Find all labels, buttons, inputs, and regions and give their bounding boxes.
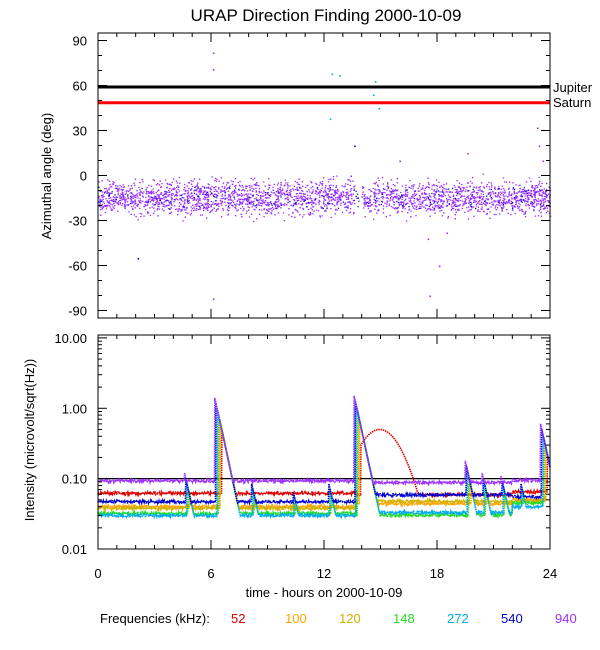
intensity-ticks: 10.00 1.00 0.10 0.01 (54, 331, 551, 557)
legend-item-272: 272 (447, 611, 469, 626)
azimuth-band-points (98, 173, 552, 223)
azimuth-outlier-point (427, 238, 430, 241)
azimuth-outlier-point (374, 81, 377, 83)
azimuth-ylabel: Azimuthal angle (deg) (39, 113, 54, 239)
azimuth-outlier-point (538, 145, 541, 148)
azimuth-outlier-point (329, 118, 332, 121)
x-tick-label: 24 (543, 566, 557, 581)
legend-item-540: 540 (501, 611, 523, 626)
azimuth-tick-label: 60 (73, 79, 87, 94)
intensity-tick-label: 10.00 (54, 331, 87, 346)
intensity-tick-label: 1.00 (62, 401, 87, 416)
azimuth-outlier-point (378, 108, 381, 110)
azimuth-outlier-point (536, 127, 539, 130)
azimuth-outlier-point (354, 145, 356, 148)
jupiter-label: Jupiter (553, 80, 593, 95)
azimuth-outlier-point (331, 73, 334, 76)
legend-item-940: 940 (555, 611, 577, 626)
azimuth-tick-label: -30 (68, 214, 87, 229)
x-tick-label: 12 (317, 566, 331, 581)
x-tick-label: 18 (430, 566, 444, 581)
legend-title: Frequencies (kHz): (100, 611, 210, 626)
intensity-data (97, 395, 551, 520)
azimuth-outlier-point (339, 75, 341, 77)
azimuth-band-points-540 (98, 186, 548, 210)
azimuth-outlier-point (429, 295, 432, 298)
x-tick-label: 6 (207, 566, 214, 581)
legend-item-148: 148 (393, 611, 415, 626)
azimuth-outlier-point (372, 94, 375, 97)
azimuth-tick-label: 0 (80, 169, 87, 184)
intensity-ylabel: Intensity (microvolt/sqrt(Hz)) (22, 359, 37, 522)
azimuth-frame (97, 32, 551, 319)
azimuth-outlier-point (137, 258, 140, 260)
saturn-label: Saturn (553, 95, 591, 110)
legend-item-52: 52 (231, 611, 246, 626)
intensity-panel: 10.00 1.00 0.10 0.01 Intensity (microvolt/s… (22, 331, 551, 557)
x-tick-labels: 0 6 12 18 24 (94, 566, 557, 581)
frequency-legend: Frequencies (kHz): 52 100 120 148 272 540 940 (100, 611, 600, 626)
intensity-tick-label: 0.01 (62, 542, 87, 557)
legend-item-100: 100 (285, 611, 307, 626)
azimuth-outlier-point (212, 298, 215, 301)
intensity-tick-label: 0.10 (62, 472, 87, 487)
azimuth-tick-label: 30 (73, 124, 87, 139)
azimuth-outlier-point (212, 69, 215, 71)
x-axis-label: time - hours on 2000-10-09 (246, 585, 403, 600)
series-52-line (97, 428, 551, 500)
azimuth-outlier-point (542, 160, 545, 163)
azimuth-tick-label: -90 (68, 304, 87, 319)
legend-item-120: 120 (339, 611, 361, 626)
azimuth-outlier-point (467, 153, 469, 155)
series-272-line (97, 405, 551, 520)
azimuth-tick-label: -60 (68, 259, 87, 274)
azimuth-ticks: 90 60 30 0 -30 -60 -90 (68, 33, 551, 319)
azimuth-data (98, 52, 552, 301)
azimuth-outlier-point (350, 175, 352, 178)
azimuth-outlier-point (446, 232, 449, 235)
azimuth-outlier-point (399, 160, 401, 163)
legend-items: 52 100 120 148 272 540 940 (231, 611, 600, 626)
series-100-line (97, 420, 551, 511)
azimuth-tick-label: 90 (73, 34, 87, 49)
azimuth-outlier-point (212, 52, 215, 55)
series-540-line (97, 400, 551, 507)
series-940-line (97, 395, 551, 487)
azimuth-panel: 90 60 30 0 -30 -60 -90 Azimuthal angle (deg) J… (39, 32, 593, 319)
azimuth-outlier-point (438, 265, 441, 268)
chart-title: URAP Direction Finding 2000-10-09 (191, 6, 462, 25)
x-tick-label: 0 (94, 566, 101, 581)
